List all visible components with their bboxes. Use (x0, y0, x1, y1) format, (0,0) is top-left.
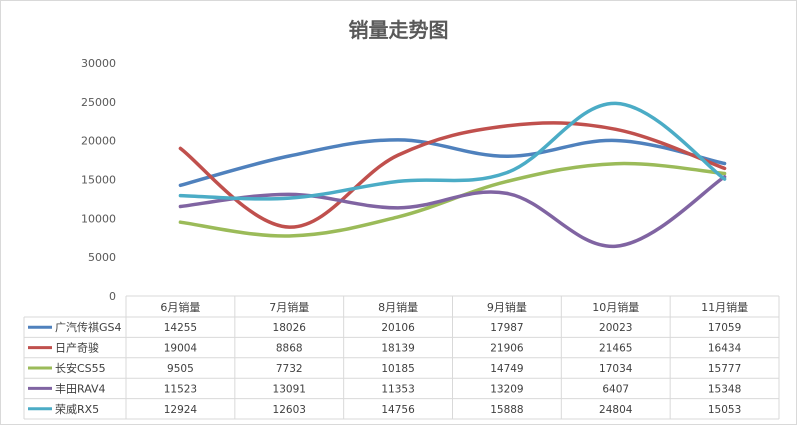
data-cell: 12924 (164, 404, 198, 416)
data-cell: 20106 (381, 322, 415, 334)
y-tick-label: 30000 (81, 57, 116, 70)
data-cell: 14756 (381, 404, 415, 416)
data-cell: 13091 (273, 383, 306, 395)
y-tick-label: 5000 (88, 251, 116, 264)
data-cell: 15348 (708, 383, 741, 395)
y-tick-label: 10000 (81, 212, 116, 225)
data-cell: 20023 (599, 322, 632, 334)
data-cell: 15888 (490, 404, 523, 416)
data-cell: 15053 (708, 404, 741, 416)
series-line (178, 138, 727, 188)
data-cell: 17059 (708, 322, 741, 334)
data-cell: 15777 (708, 363, 741, 375)
category-label: 8月销量 (378, 300, 418, 314)
y-tick-label: 20000 (81, 135, 116, 148)
series-name: 日产奇骏 (55, 341, 99, 355)
series-name: 荣威RX5 (55, 403, 99, 416)
series-name: 长安CS55 (55, 361, 106, 375)
data-cell: 6407 (602, 383, 629, 395)
data-cell: 21465 (599, 343, 632, 355)
series-line (178, 175, 727, 248)
series-line (178, 101, 727, 201)
data-cell: 18139 (381, 343, 414, 355)
data-cell: 7732 (276, 363, 303, 375)
data-cell: 21906 (490, 343, 524, 355)
data-cell: 12603 (273, 404, 306, 416)
data-cell: 17034 (599, 363, 633, 375)
data-cell: 10185 (381, 363, 414, 375)
series-line (178, 121, 727, 229)
data-cell: 14255 (164, 322, 197, 334)
data-cell: 18026 (273, 322, 307, 334)
y-tick-label: 15000 (81, 174, 116, 187)
series-name: 广汽传祺GS4 (55, 320, 122, 334)
category-label: 11月销量 (701, 300, 748, 314)
data-cell: 14749 (490, 363, 523, 375)
data-cell: 16434 (708, 343, 742, 355)
category-label: 9月销量 (487, 300, 527, 314)
category-label: 10月销量 (592, 300, 639, 314)
category-label: 6月销量 (160, 300, 200, 314)
data-cell: 8868 (276, 343, 303, 355)
y-tick-label: 25000 (81, 96, 116, 109)
chart-title: 销量走势图 (348, 18, 449, 42)
data-cell: 11353 (381, 383, 414, 395)
data-cell: 13209 (490, 383, 523, 395)
data-cell: 11523 (164, 383, 197, 395)
series-name: 丰田RAV4 (55, 382, 106, 395)
category-label: 7月销量 (269, 300, 309, 314)
data-cell: 9505 (167, 363, 194, 375)
y-tick-label: 0 (109, 290, 116, 303)
data-cell: 19004 (164, 343, 198, 355)
data-cell: 24804 (599, 404, 633, 416)
data-cell: 17987 (490, 322, 523, 334)
